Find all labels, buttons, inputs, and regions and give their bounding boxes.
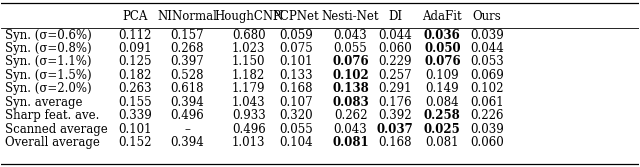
Text: 0.060: 0.060 [470,136,504,149]
Text: 0.392: 0.392 [378,109,412,122]
Text: 0.102: 0.102 [332,69,369,82]
Text: 0.076: 0.076 [424,55,461,68]
Text: Syn. (σ=0.8%): Syn. (σ=0.8%) [4,42,92,55]
Text: 0.496: 0.496 [171,109,204,122]
Text: 0.061: 0.061 [470,96,504,109]
Text: 0.138: 0.138 [332,82,369,95]
Text: 0.339: 0.339 [118,109,152,122]
Text: 0.104: 0.104 [279,136,312,149]
Text: Syn. (σ=1.5%): Syn. (σ=1.5%) [4,69,92,82]
Text: 0.055: 0.055 [279,123,313,136]
Text: 1.179: 1.179 [232,82,266,95]
Text: DI: DI [388,10,403,23]
Text: 0.155: 0.155 [118,96,152,109]
Text: 0.258: 0.258 [424,109,461,122]
Text: 0.081: 0.081 [332,136,369,149]
Text: 0.055: 0.055 [333,42,367,55]
Text: 0.043: 0.043 [333,29,367,42]
Text: 0.101: 0.101 [279,55,312,68]
Text: Sharp feat. ave.: Sharp feat. ave. [4,109,99,122]
Text: 0.112: 0.112 [118,29,152,42]
Text: 0.226: 0.226 [470,109,504,122]
Text: 0.025: 0.025 [424,123,461,136]
Text: 0.133: 0.133 [279,69,312,82]
Text: Overall average: Overall average [4,136,99,149]
Text: 0.083: 0.083 [332,96,369,109]
Text: 0.125: 0.125 [118,55,152,68]
Text: Ours: Ours [472,10,501,23]
Text: 0.182: 0.182 [118,69,152,82]
Text: 0.394: 0.394 [171,136,204,149]
Text: 0.291: 0.291 [378,82,412,95]
Text: 0.102: 0.102 [470,82,504,95]
Text: 1.150: 1.150 [232,55,266,68]
Text: 0.149: 0.149 [426,82,459,95]
Text: 0.075: 0.075 [279,42,313,55]
Text: 0.257: 0.257 [378,69,412,82]
Text: 0.152: 0.152 [118,136,152,149]
Text: 0.081: 0.081 [426,136,459,149]
Text: Syn. (σ=1.1%): Syn. (σ=1.1%) [4,55,91,68]
Text: –: – [184,123,190,136]
Text: 0.229: 0.229 [378,55,412,68]
Text: 0.069: 0.069 [470,69,504,82]
Text: 0.680: 0.680 [232,29,266,42]
Text: 0.050: 0.050 [424,42,461,55]
Text: 0.039: 0.039 [470,123,504,136]
Text: Syn. average: Syn. average [4,96,82,109]
Text: 0.176: 0.176 [378,96,412,109]
Text: 0.109: 0.109 [426,69,459,82]
Text: 0.039: 0.039 [470,29,504,42]
Text: 0.036: 0.036 [424,29,461,42]
Text: 0.157: 0.157 [171,29,204,42]
Text: 1.023: 1.023 [232,42,266,55]
Text: 0.060: 0.060 [378,42,412,55]
Text: AdaFit: AdaFit [422,10,462,23]
Text: 0.037: 0.037 [377,123,413,136]
Text: 0.397: 0.397 [171,55,204,68]
Text: 0.044: 0.044 [378,29,412,42]
Text: Syn. (σ=0.6%): Syn. (σ=0.6%) [4,29,92,42]
Text: Nesti-Net: Nesti-Net [322,10,380,23]
Text: PCPNet: PCPNet [273,10,319,23]
Text: 0.528: 0.528 [171,69,204,82]
Text: 0.091: 0.091 [118,42,152,55]
Text: 0.168: 0.168 [279,82,312,95]
Text: 0.084: 0.084 [426,96,459,109]
Text: 0.262: 0.262 [334,109,367,122]
Text: 0.618: 0.618 [171,82,204,95]
Text: 0.268: 0.268 [171,42,204,55]
Text: 0.168: 0.168 [378,136,412,149]
Text: 0.107: 0.107 [279,96,312,109]
Text: 0.263: 0.263 [118,82,152,95]
Text: 0.101: 0.101 [118,123,152,136]
Text: NINormal: NINormal [157,10,218,23]
Text: 0.496: 0.496 [232,123,266,136]
Text: 0.394: 0.394 [171,96,204,109]
Text: 0.076: 0.076 [332,55,369,68]
Text: 0.053: 0.053 [470,55,504,68]
Text: HoughCNN: HoughCNN [214,10,284,23]
Text: 0.044: 0.044 [470,42,504,55]
Text: Syn. (σ=2.0%): Syn. (σ=2.0%) [4,82,92,95]
Text: 0.933: 0.933 [232,109,266,122]
Text: 1.013: 1.013 [232,136,266,149]
Text: Scanned average: Scanned average [4,123,108,136]
Text: 0.043: 0.043 [333,123,367,136]
Text: 1.043: 1.043 [232,96,266,109]
Text: 1.182: 1.182 [232,69,265,82]
Text: 0.320: 0.320 [279,109,312,122]
Text: 0.059: 0.059 [279,29,313,42]
Text: PCA: PCA [122,10,148,23]
